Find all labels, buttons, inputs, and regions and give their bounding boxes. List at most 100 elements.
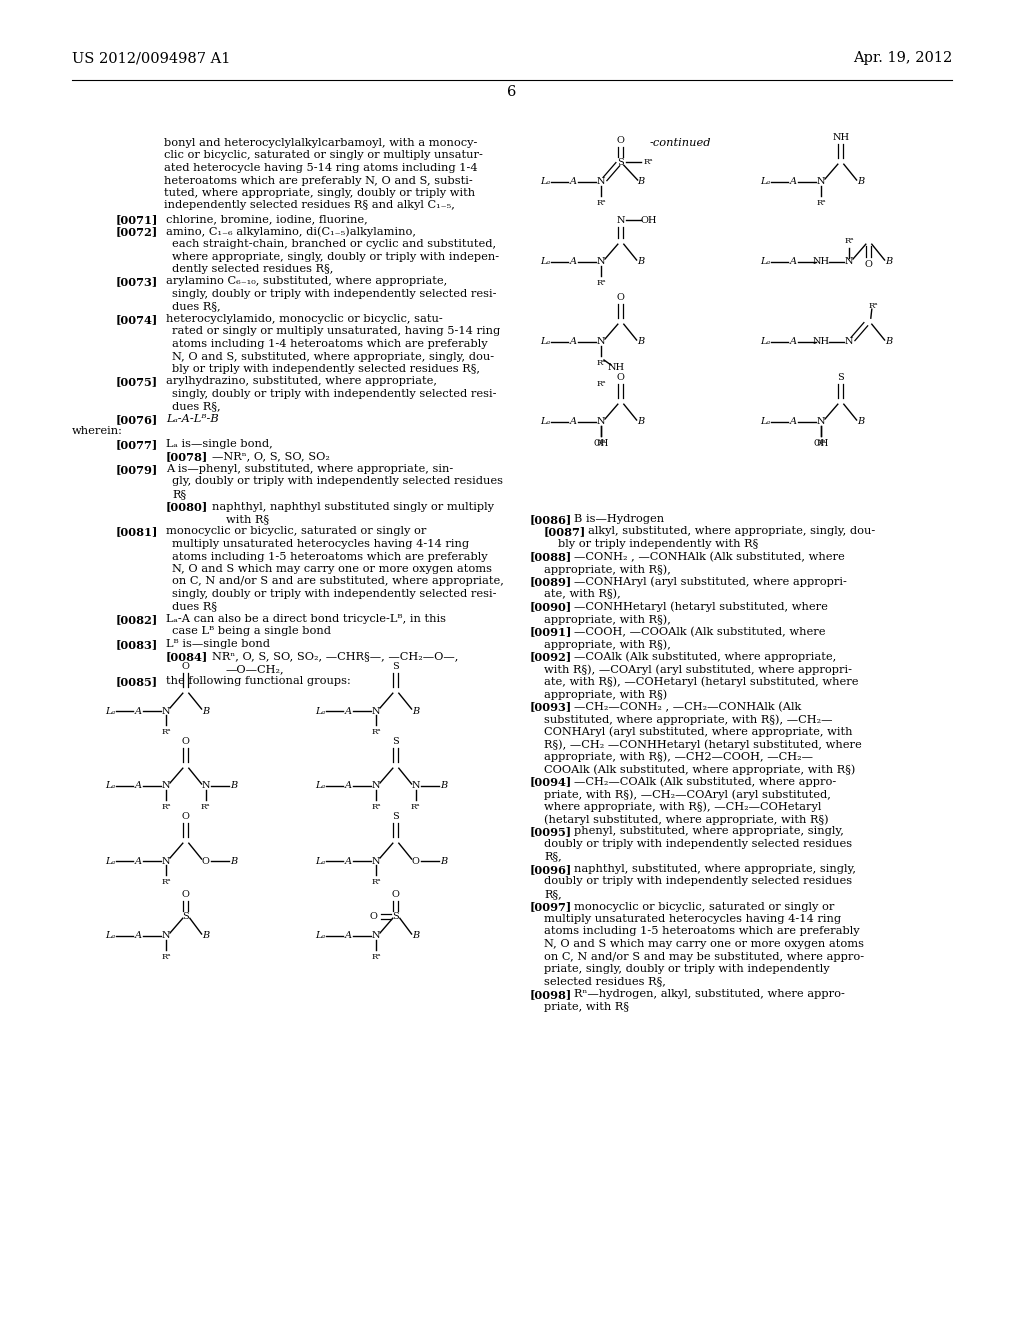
Text: O: O xyxy=(616,136,625,145)
Text: COOAlk (Alk substituted, where appropriate, with R§): COOAlk (Alk substituted, where appropria… xyxy=(544,764,855,775)
Text: doubly or triply with independently selected residues: doubly or triply with independently sele… xyxy=(544,840,852,849)
Text: Lₐ: Lₐ xyxy=(540,257,550,267)
Text: A: A xyxy=(569,338,577,346)
Text: O: O xyxy=(182,661,189,671)
Text: N: N xyxy=(817,177,825,186)
Text: heterocyclylamido, monocyclic or bicyclic, satu-: heterocyclylamido, monocyclic or bicycli… xyxy=(166,314,442,323)
Text: amino, C₁₋₆ alkylamino, di(C₁₋₅)alkylamino,: amino, C₁₋₆ alkylamino, di(C₁₋₅)alkylami… xyxy=(166,227,416,238)
Text: dently selected residues R§,: dently selected residues R§, xyxy=(172,264,334,275)
Text: wherein:: wherein: xyxy=(72,426,123,437)
Text: Rⁿ: Rⁿ xyxy=(816,199,826,207)
Text: A: A xyxy=(344,706,351,715)
Text: Lₐ: Lₐ xyxy=(104,857,115,866)
Text: appropriate, with R§), —CH2—COOH, —CH₂—: appropriate, with R§), —CH2—COOH, —CH₂— xyxy=(544,751,813,762)
Text: S: S xyxy=(838,372,844,381)
Text: —CH₂—COAlk (Alk substituted, where appro-: —CH₂—COAlk (Alk substituted, where appro… xyxy=(574,776,837,787)
Text: A: A xyxy=(134,857,141,866)
Text: Lₐ: Lₐ xyxy=(760,177,770,186)
Text: gly, doubly or triply with independently selected residues: gly, doubly or triply with independently… xyxy=(172,477,503,487)
Text: B: B xyxy=(440,857,447,866)
Text: [0092]: [0092] xyxy=(530,652,572,663)
Text: [0079]: [0079] xyxy=(116,465,159,475)
Text: N: N xyxy=(372,932,380,940)
Text: R§: R§ xyxy=(172,488,186,499)
Text: —CONHHetaryl (hetaryl substituted, where: —CONHHetaryl (hetaryl substituted, where xyxy=(574,602,827,612)
Text: A: A xyxy=(134,706,141,715)
Text: A: A xyxy=(790,417,797,426)
Text: phenyl, substituted, where appropriate, singly,: phenyl, substituted, where appropriate, … xyxy=(574,826,844,837)
Text: heteroatoms which are preferably N, O and S, substi-: heteroatoms which are preferably N, O an… xyxy=(164,176,473,186)
Text: [0090]: [0090] xyxy=(530,602,572,612)
Text: B: B xyxy=(412,706,419,715)
Text: N: N xyxy=(597,257,605,267)
Text: Lₐ: Lₐ xyxy=(540,338,550,346)
Text: [0097]: [0097] xyxy=(530,902,572,912)
Text: A: A xyxy=(344,932,351,940)
Text: N: N xyxy=(817,417,825,426)
Text: A: A xyxy=(344,857,351,866)
Text: [0093]: [0093] xyxy=(530,701,572,713)
Text: [0082]: [0082] xyxy=(116,614,159,624)
Text: Lₐ: Lₐ xyxy=(760,338,770,346)
Text: [0094]: [0094] xyxy=(530,776,572,788)
Text: —CONH₂ , —CONHAlk (Alk substituted, where: —CONH₂ , —CONHAlk (Alk substituted, wher… xyxy=(574,552,845,562)
Text: B: B xyxy=(857,417,864,426)
Text: B: B xyxy=(637,338,644,346)
Text: Rⁿ: Rⁿ xyxy=(371,803,381,810)
Text: Lₐ: Lₐ xyxy=(540,177,550,186)
Text: A: A xyxy=(569,417,577,426)
Text: —CONHAryl (aryl substituted, where appropri-: —CONHAryl (aryl substituted, where appro… xyxy=(574,577,847,587)
Text: O: O xyxy=(370,912,378,921)
Text: R§,: R§, xyxy=(544,851,562,862)
Text: NH: NH xyxy=(607,363,625,372)
Text: singly, doubly or triply with independently selected resi-: singly, doubly or triply with independen… xyxy=(172,289,497,300)
Text: with R§: with R§ xyxy=(226,513,269,524)
Text: [0075]: [0075] xyxy=(116,376,158,388)
Text: NH: NH xyxy=(812,338,829,346)
Text: [0071]: [0071] xyxy=(116,214,159,224)
Text: clic or bicyclic, saturated or singly or multiply unsatur-: clic or bicyclic, saturated or singly or… xyxy=(164,150,483,161)
Text: monocyclic or bicyclic, saturated or singly or: monocyclic or bicyclic, saturated or sin… xyxy=(166,527,426,536)
Text: S: S xyxy=(392,661,399,671)
Text: A: A xyxy=(344,781,351,791)
Text: [0089]: [0089] xyxy=(530,577,572,587)
Text: NRⁿ, O, S, SO, SO₂, —CHR§—, —CH₂—O—,: NRⁿ, O, S, SO, SO₂, —CHR§—, —CH₂—O—, xyxy=(212,652,459,661)
Text: naphthyl, substituted, where appropriate, singly,: naphthyl, substituted, where appropriate… xyxy=(574,865,856,874)
Text: Lₐ: Lₐ xyxy=(104,932,115,940)
Text: Lₐ: Lₐ xyxy=(315,932,325,940)
Text: Rⁿ: Rⁿ xyxy=(844,238,854,246)
Text: N: N xyxy=(162,781,170,791)
Text: R§), —CH₂ —CONHHetaryl (hetaryl substituted, where: R§), —CH₂ —CONHHetaryl (hetaryl substitu… xyxy=(544,739,862,750)
Text: [0080]: [0080] xyxy=(166,502,208,512)
Text: Rⁿ: Rⁿ xyxy=(596,380,606,388)
Text: [0077]: [0077] xyxy=(116,440,159,450)
Text: [0081]: [0081] xyxy=(116,527,159,537)
Text: [0087]: [0087] xyxy=(544,527,587,537)
Text: US 2012/0094987 A1: US 2012/0094987 A1 xyxy=(72,51,230,65)
Text: 6: 6 xyxy=(507,84,517,99)
Text: N: N xyxy=(412,781,420,791)
Text: [0088]: [0088] xyxy=(530,552,572,562)
Text: N: N xyxy=(162,932,170,940)
Text: where appropriate, with R§), —CH₂—COHetaryl: where appropriate, with R§), —CH₂—COHeta… xyxy=(544,801,821,812)
Text: S: S xyxy=(617,157,625,166)
Text: S: S xyxy=(182,912,189,921)
Text: OH: OH xyxy=(813,440,828,449)
Text: appropriate, with R§),: appropriate, with R§), xyxy=(544,564,671,574)
Text: with R§), —COAryl (aryl substituted, where appropri-: with R§), —COAryl (aryl substituted, whe… xyxy=(544,664,852,675)
Text: [0084]: [0084] xyxy=(166,652,208,663)
Text: independently selected residues R§ and alkyl C₁₋₅,: independently selected residues R§ and a… xyxy=(164,201,455,210)
Text: A is—phenyl, substituted, where appropriate, sin-: A is—phenyl, substituted, where appropri… xyxy=(166,465,454,474)
Text: O: O xyxy=(392,890,399,899)
Text: Rⁿ: Rⁿ xyxy=(371,729,381,737)
Text: S: S xyxy=(392,812,399,821)
Text: Rⁿ: Rⁿ xyxy=(596,199,606,207)
Text: appropriate, with R§),: appropriate, with R§), xyxy=(544,639,671,649)
Text: —NRⁿ, O, S, SO, SO₂: —NRⁿ, O, S, SO, SO₂ xyxy=(212,451,330,462)
Text: B: B xyxy=(637,177,644,186)
Text: S: S xyxy=(392,737,399,746)
Text: ate, with R§), —COHetaryl (hetaryl substituted, where: ate, with R§), —COHetaryl (hetaryl subst… xyxy=(544,676,858,688)
Text: A: A xyxy=(790,177,797,186)
Text: —O—CH₂,: —O—CH₂, xyxy=(226,664,285,675)
Text: priate, with R§), —CH₂—COAryl (aryl substituted,: priate, with R§), —CH₂—COAryl (aryl subs… xyxy=(544,789,830,800)
